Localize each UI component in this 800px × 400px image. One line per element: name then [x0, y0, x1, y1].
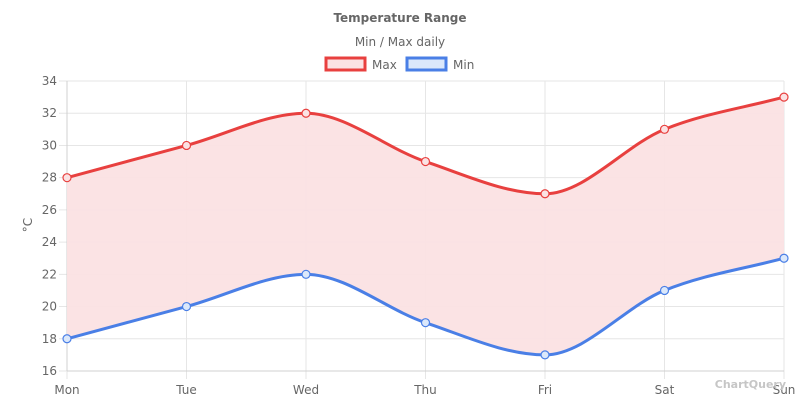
point-min	[62, 334, 72, 344]
x-tick-label: Sat	[655, 383, 675, 397]
x-tick-label: Fri	[538, 383, 552, 397]
legend-swatch-min	[405, 56, 448, 72]
y-tick-label: 24	[42, 235, 57, 249]
point-min	[779, 253, 789, 263]
point-max	[540, 189, 550, 199]
y-tick-label: 32	[42, 106, 57, 120]
x-tick-label: Sun	[773, 383, 796, 397]
legend: Max Min	[324, 56, 474, 72]
point-max	[301, 108, 311, 118]
y-tick-label: 22	[42, 267, 57, 281]
legend-label-max: Max	[372, 58, 397, 72]
data-points	[62, 92, 789, 360]
y-tick-label: 30	[42, 138, 57, 152]
y-tick-label: 20	[42, 300, 57, 314]
x-axis-ticks: Mon Tue Wed Thu Fri Sat Sun	[54, 383, 795, 397]
y-tick-label: 34	[42, 74, 57, 88]
range-fill	[67, 97, 784, 355]
point-min	[420, 318, 431, 328]
point-max	[779, 92, 789, 102]
point-min	[540, 350, 550, 360]
y-tick-label: 26	[42, 203, 57, 217]
y-tick-label: 16	[42, 364, 57, 378]
legend-swatch-max	[324, 56, 367, 72]
y-tick-label: 18	[42, 332, 57, 346]
point-max	[181, 140, 192, 151]
watermark: ChartQuery	[714, 378, 786, 391]
y-axis-ticks: 16 18 20 22 24 26 28 30 32 34	[42, 74, 57, 378]
y-axis-label: °C	[21, 218, 35, 232]
point-max	[420, 156, 431, 167]
x-tick-label: Mon	[54, 383, 79, 397]
chart-subtitle: Min / Max daily	[355, 35, 445, 49]
x-tick-label: Wed	[293, 383, 319, 397]
fill-between-max-min	[67, 97, 784, 355]
point-max	[62, 173, 72, 183]
point-min	[659, 285, 670, 296]
legend-label-min: Min	[453, 58, 474, 72]
chart-title: Temperature Range	[333, 11, 466, 25]
point-min	[301, 269, 311, 279]
y-tick-label: 28	[42, 171, 57, 185]
x-tick-label: Thu	[413, 383, 437, 397]
point-min	[181, 301, 192, 312]
x-tick-label: Tue	[175, 383, 197, 397]
point-max	[659, 124, 670, 134]
